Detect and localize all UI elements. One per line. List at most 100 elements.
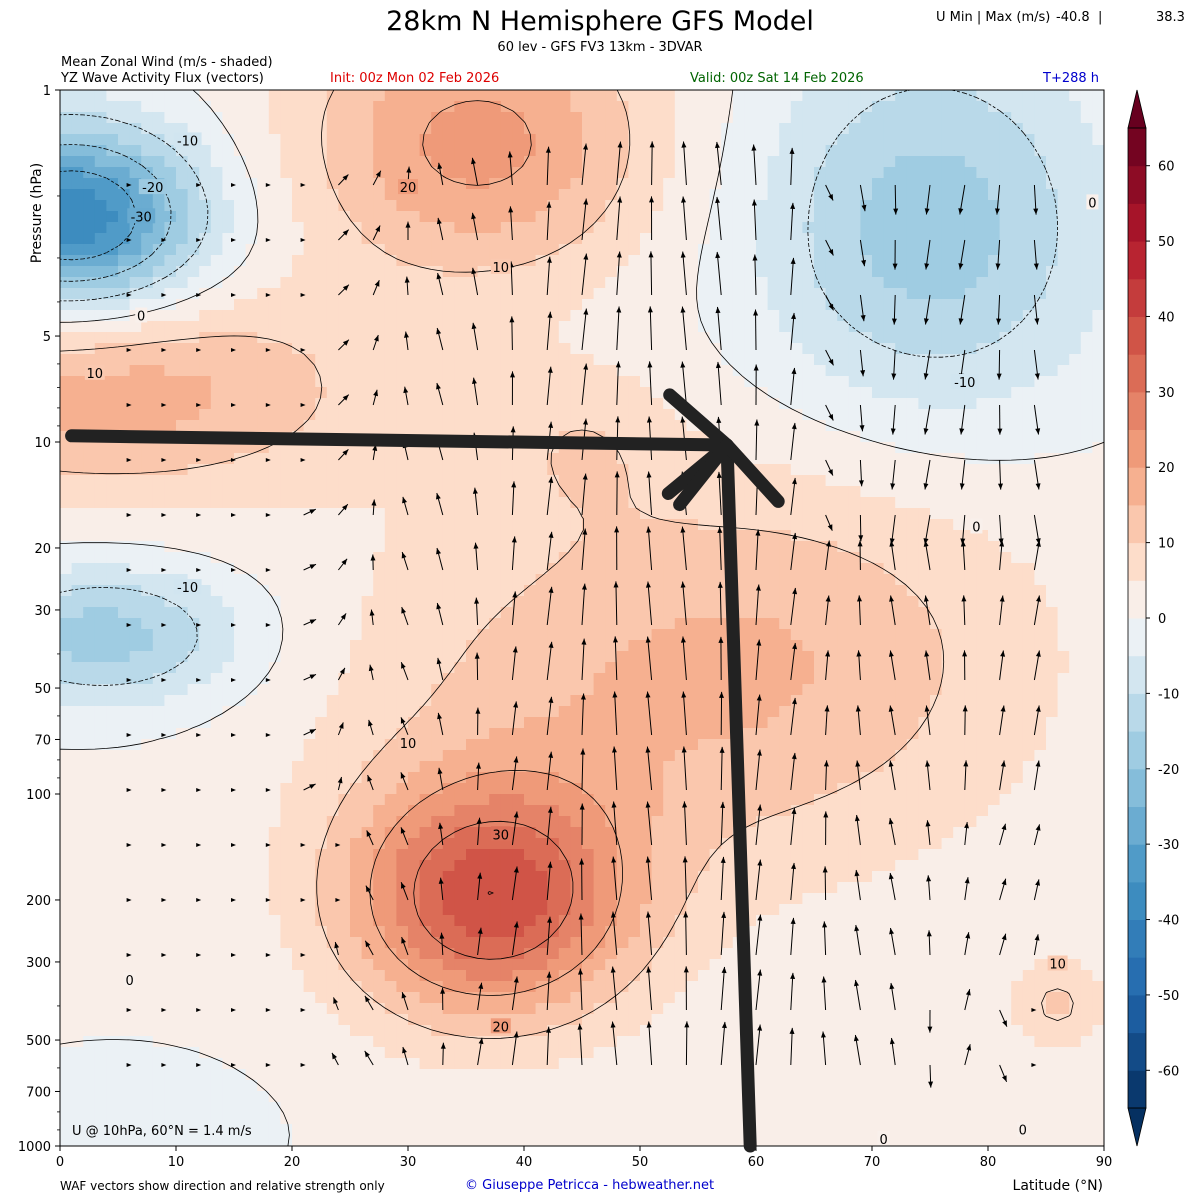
colorbar-band [1128,467,1146,506]
colorbar: -60 -50 -40 -30 -20 -10 0 10 20 30 40 50 60 [1127,89,1179,1147]
colorbar-band [1128,429,1146,468]
colorbar-tick-label: 60 [1158,160,1175,175]
inset-value: U @ 10hPa, 60°N = 1.4 m/s [72,1124,252,1139]
x-axis-label: Latitude (°N) [1013,1178,1103,1194]
contour-label: 0 [1019,1124,1027,1139]
contour-label-bg [877,1130,890,1146]
colorbar-band [1128,768,1146,807]
contour-label-bg [1086,194,1099,210]
colorbar-band [1128,391,1146,430]
contour-label: 30 [493,828,510,843]
contour-label: -20 [142,181,163,196]
colorbar-band [1128,580,1146,619]
waf-vectors [126,141,1041,1088]
contour-label-bg [490,1018,511,1034]
colorbar-band [1128,655,1146,694]
lead-time: T+288 h [1043,71,1100,86]
contour-labels: -10 -20 -30 20 0 10 10 -10 0 0 -10 10 30 20 0 10 0 0 [84,132,1099,1148]
y-tick-label: 100 [26,788,51,803]
contour-label-bg [138,179,167,195]
colorbar-band [1128,844,1146,883]
u-min-max-label: U Min | Max (m/s) [936,10,1051,25]
u-min-value: -40.8 [1056,10,1090,25]
valid-time: Valid: 00z Sat 14 Feb 2026 [690,71,864,86]
y-tick-label: 5 [43,330,51,345]
colorbar-band [1128,1032,1146,1071]
colorbar-band [1128,203,1146,242]
contour-label-bg [490,258,511,274]
colorbar-band [1128,957,1146,996]
x-tick-label: 50 [632,1155,649,1170]
contour-label: 0 [1088,196,1096,211]
y-tick-label: 20 [34,542,51,557]
footer-note: WAF vectors show direction and relative … [60,1179,385,1193]
contour-label: -30 [131,210,152,225]
colorbar-tick-label: 10 [1158,537,1175,552]
axes: 0 10 20 30 40 50 60 70 80 90151020305070100200300… [18,84,1112,1170]
annotation-arrow [673,438,785,1153]
y-tick-label: 200 [26,894,51,909]
contour-label: 0 [137,310,145,325]
x-tick-label: 60 [748,1155,765,1170]
contour-label-bg [970,518,983,534]
contour-label-bg [490,826,511,842]
x-tick-label: 0 [56,1155,64,1170]
y-tick-label: 1 [43,84,51,99]
colorbar-tick-label: 40 [1158,310,1175,325]
colorbar-band [1128,354,1146,393]
colorbar-tick-label: -40 [1158,914,1179,929]
u-max-value: 38.3 [1156,10,1185,25]
colorbar-tick-label: -20 [1158,763,1179,778]
colorbar-band [1128,731,1146,770]
contour-label-bg [1016,1121,1029,1137]
colorbar-band [1128,881,1146,920]
colorbar-band [1128,1070,1146,1109]
init-time: Init: 00z Mon 02 Feb 2026 [330,71,500,86]
x-tick-label: 80 [980,1155,997,1170]
colorbar-band [1128,128,1146,167]
y-tick-label: 10 [34,436,51,451]
colorbar-band [1128,542,1146,581]
colorbar-band [1128,919,1146,958]
contour-label-bg [127,208,156,224]
contour-label: 10 [400,737,417,752]
y-tick-label: 700 [26,1085,51,1100]
x-tick-label: 40 [516,1155,533,1170]
x-tick-label: 30 [400,1155,417,1170]
u-min-max-separator: | [1098,10,1103,25]
contour-label: 0 [125,974,133,989]
colorbar-tick-label: 0 [1158,612,1166,627]
colorbar-tick-label: 50 [1158,235,1175,250]
wind-shading [60,90,1104,1146]
y-tick-label: 50 [34,682,51,697]
y-tick-label: 500 [26,1034,51,1049]
colorbar-band [1128,994,1146,1034]
contour-label-bg [173,132,202,148]
x-tick-label: 90 [1096,1155,1113,1170]
contour-label: 10 [87,367,104,382]
contour-label: 20 [493,1020,510,1035]
colorbar-band [1128,278,1146,317]
chart-title: 28km N Hemisphere GFS Model [386,6,814,37]
x-tick-label: 20 [284,1155,301,1170]
y-tick-label: 30 [34,604,51,619]
y-tick-label: 300 [26,956,51,971]
colorbar-band [1128,241,1146,280]
y-axis-label: Pressure (hPa) [29,163,45,263]
y-tick-label: 70 [34,733,51,748]
contour-label-bg [123,972,136,988]
colorbar-band [1128,693,1146,732]
colorbar-tick-label: -60 [1158,1064,1179,1079]
vector-field-label: YZ Wave Activity Flux (vectors) [61,71,264,86]
credit-link[interactable]: © Giuseppe Petricca - hebweather.net [465,1178,715,1193]
colorbar-band [1128,618,1146,657]
colorbar-band [1128,165,1146,204]
colorbar-max-cap [1127,89,1147,129]
colorbar-band [1128,316,1146,355]
colorbar-tick-label: 30 [1158,386,1175,401]
colorbar-band [1128,806,1146,845]
x-tick-label: 70 [864,1155,881,1170]
colorbar-tick-label: -50 [1158,989,1179,1004]
contour-label-bg [398,734,418,750]
contour-label-bg [173,579,202,595]
